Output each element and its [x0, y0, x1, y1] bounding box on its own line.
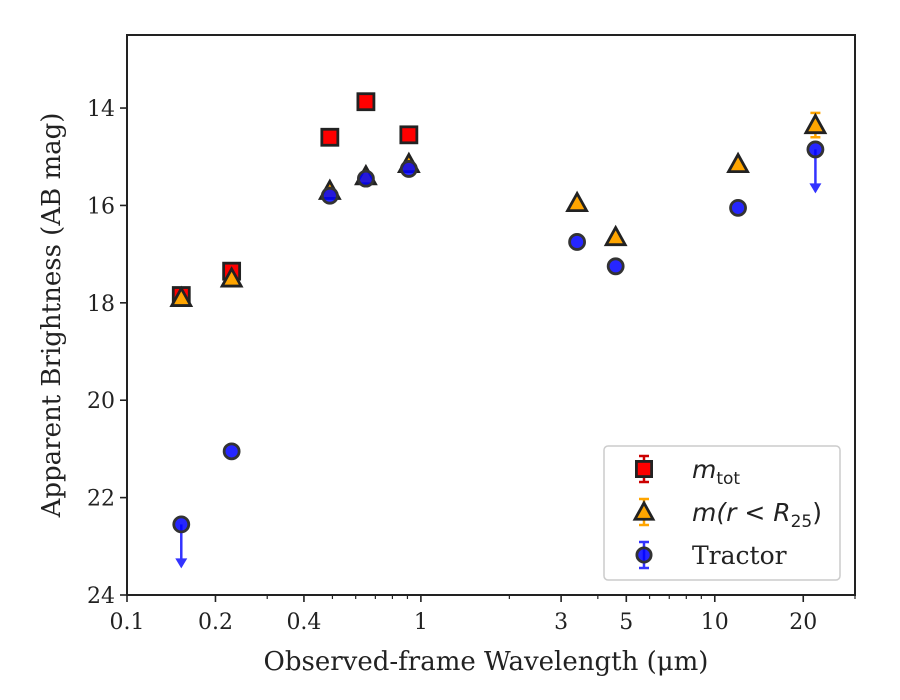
data-point-square [399, 125, 419, 145]
legend-label: Tractor [692, 541, 787, 570]
y-tick-label: 24 [87, 584, 115, 609]
plot-frame [126, 34, 856, 596]
data-point-square [356, 92, 376, 112]
upper-limit-arrowhead [809, 183, 822, 194]
data-point-circle [172, 515, 191, 534]
data-point-triangle [169, 285, 194, 307]
y-tick-label: 16 [87, 194, 115, 219]
y-axis-label: Apparent Brightness (AB mag) [37, 113, 67, 519]
legend-marker-square [635, 459, 654, 478]
data-point-circle [806, 140, 825, 159]
y-tick-label: 20 [87, 389, 115, 414]
data-point-circle [320, 186, 339, 205]
data-point-circle [606, 257, 625, 276]
x-tick-label: 5 [619, 610, 633, 635]
x-tick-label: 0.4 [286, 610, 321, 635]
upper-limit-arrowhead [175, 558, 188, 569]
x-axis-label: Observed-frame Wavelength (μm) [264, 647, 709, 677]
data-point-square [320, 127, 340, 147]
data-point-circle [568, 233, 586, 251]
data-point-triangle [726, 151, 750, 174]
x-tick-label: 20 [789, 610, 817, 635]
legend-marker-triangle [632, 500, 656, 521]
y-tick-label: 18 [87, 292, 115, 317]
legend-marker-circle [635, 546, 653, 564]
y-tick-label: 14 [87, 97, 115, 122]
data-point-circle [399, 160, 418, 178]
y-tick-label: 22 [87, 487, 115, 512]
data-point-triangle [219, 266, 244, 288]
data-point-triangle [803, 112, 828, 135]
data-point-circle [729, 198, 747, 217]
legend-label: mtot [692, 455, 740, 489]
x-tick-label: 1 [414, 610, 428, 635]
legend-box [603, 445, 841, 581]
x-tick-label: 3 [554, 610, 568, 635]
legend-label: m(r < R25) [692, 498, 822, 532]
data-point-circle [222, 442, 241, 461]
data-point-triangle [565, 190, 589, 213]
data-point-triangle [603, 224, 628, 247]
x-tick-label: 0.1 [110, 610, 145, 635]
data-point-circle [357, 169, 375, 188]
x-tick-label: 0.2 [198, 610, 233, 635]
x-tick-label: 10 [701, 610, 729, 635]
